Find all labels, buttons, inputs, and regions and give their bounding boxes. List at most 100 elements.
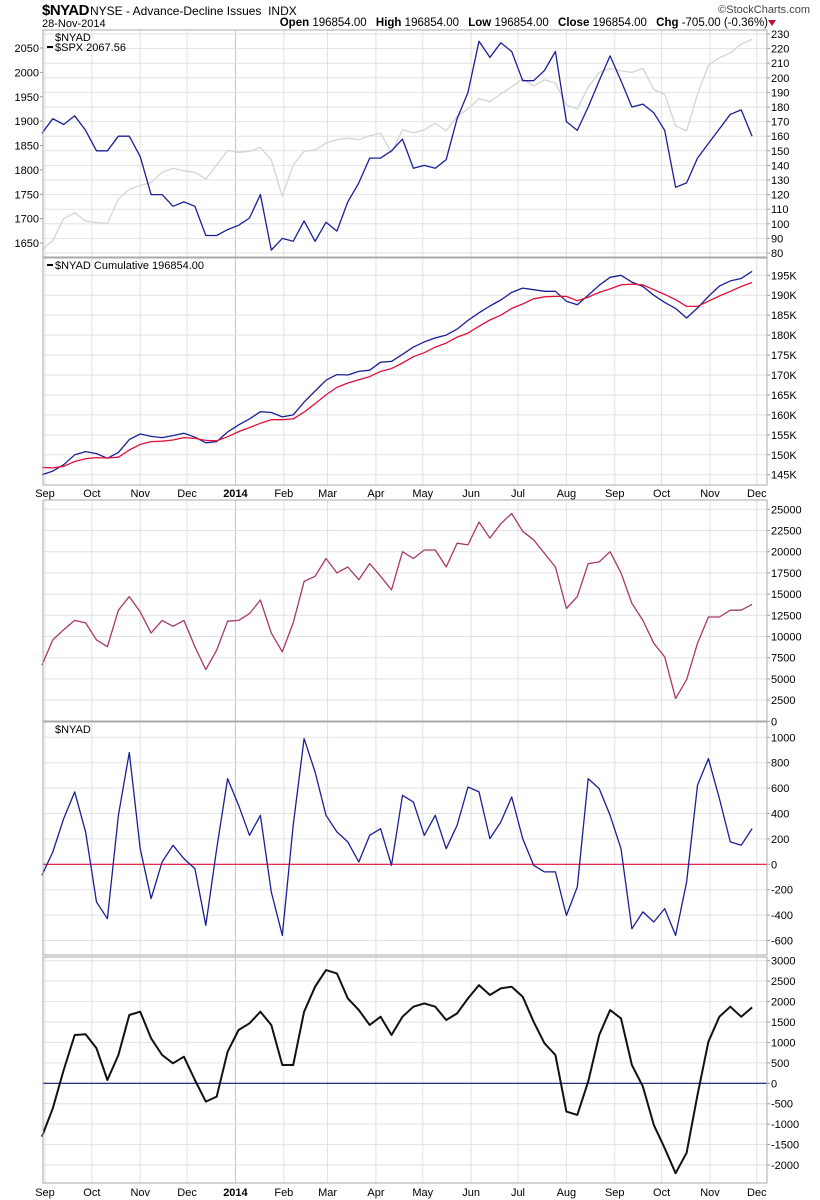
quote-bar: Open 196854.00 High 196854.00 Low 196854… bbox=[274, 17, 768, 29]
y-tick-label: 20000 bbox=[771, 547, 802, 559]
down-triangle-icon bbox=[768, 20, 776, 26]
open-value: 196854.00 bbox=[312, 17, 367, 29]
y-tick-label: 1500 bbox=[771, 1017, 795, 1029]
panel-border bbox=[42, 499, 768, 722]
y-tick-label: 80 bbox=[771, 248, 783, 260]
x-tick-label: Sep bbox=[35, 1187, 55, 1199]
chart-header: $NYAD NYSE - Advance-Decline Issues INDX… bbox=[0, 0, 820, 30]
legend-label: $NYAD bbox=[55, 32, 91, 44]
left-y-tick-label: 1800 bbox=[15, 165, 39, 177]
y-tick-label: 230 bbox=[771, 29, 789, 41]
y-tick-label: 160 bbox=[771, 131, 789, 143]
y-tick-label: 2500 bbox=[771, 695, 795, 707]
x-tick-label: Aug bbox=[557, 1187, 577, 1199]
y-tick-label: -1500 bbox=[771, 1140, 799, 1152]
y-tick-label: -2000 bbox=[771, 1160, 799, 1172]
y-tick-label: 150K bbox=[771, 450, 797, 462]
y-tick-label: 1000 bbox=[771, 732, 795, 744]
y-tick-label: 0 bbox=[771, 859, 777, 871]
x-tick-label: Sep bbox=[605, 1187, 625, 1199]
legend-marker bbox=[47, 264, 53, 266]
y-tick-label: 140 bbox=[771, 160, 789, 172]
low-value: 196854.00 bbox=[494, 17, 549, 29]
x-tick-label: Jun bbox=[462, 1187, 480, 1199]
left-y-tick-label: 1900 bbox=[15, 116, 39, 128]
x-tick-label: Dec bbox=[177, 488, 197, 500]
y-tick-label: 12500 bbox=[771, 610, 802, 622]
y-tick-label: 2000 bbox=[771, 997, 795, 1009]
x-tick-label: Dec bbox=[747, 488, 767, 500]
y-tick-label: 0 bbox=[771, 716, 777, 728]
series-line-p2-1 bbox=[41, 281, 753, 469]
y-tick-label: -200 bbox=[771, 885, 793, 897]
y-tick-label: 180 bbox=[771, 102, 789, 114]
y-tick-label: 1000 bbox=[771, 1037, 795, 1049]
panel-4: 1000 800 600 400 200 0 -200 -400 -600 $NYAD bbox=[41, 721, 795, 956]
panel-border bbox=[42, 721, 768, 956]
y-tick-label: 130 bbox=[771, 175, 789, 187]
series-line-nyad bbox=[41, 40, 753, 251]
x-tick-label: Dec bbox=[747, 1187, 767, 1199]
x-tick-label: Oct bbox=[83, 488, 100, 500]
panel-1: 230 220 210 200 190 180 170 160 150 140 130 120 110 1… bbox=[15, 29, 790, 260]
x-axis-1: Sep Oct Nov Dec 2014 Feb Mar Apr May Jun Jul Aug Sep… bbox=[35, 488, 767, 500]
y-tick-label: 10000 bbox=[771, 632, 802, 644]
chg-label: Chg bbox=[656, 17, 679, 29]
y-tick-label: 195K bbox=[771, 270, 797, 282]
x-tick-label: Jul bbox=[511, 1187, 525, 1199]
x-tick-label: Oct bbox=[653, 488, 670, 500]
x-tick-label: Jul bbox=[511, 488, 525, 500]
y-tick-label: 200 bbox=[771, 834, 789, 846]
y-tick-label: 17500 bbox=[771, 568, 802, 580]
x-tick-label: Apr bbox=[367, 488, 384, 500]
x-tick-label: 2014 bbox=[223, 1187, 248, 1199]
y-tick-label: 180K bbox=[771, 330, 797, 342]
panel-border bbox=[42, 956, 768, 1184]
exchange-text: INDX bbox=[268, 4, 297, 18]
x-tick-label: May bbox=[412, 1187, 433, 1199]
y-tick-label: 2500 bbox=[771, 976, 795, 988]
x-axis-2: Sep Oct Nov Dec 2014 Feb Mar Apr May Jun Jul Aug Sep… bbox=[35, 1187, 767, 1199]
symbol-title: $NYAD bbox=[42, 2, 89, 19]
x-tick-label: Nov bbox=[130, 488, 150, 500]
y-tick-label: 7500 bbox=[771, 653, 795, 665]
left-y-tick-label: 2000 bbox=[15, 67, 39, 79]
description-text: NYSE - Advance-Decline Issues bbox=[90, 4, 262, 18]
legend-label: $SPX 2067.56 bbox=[55, 42, 126, 54]
y-tick-label: 800 bbox=[771, 758, 789, 770]
left-y-tick-label: 1750 bbox=[15, 189, 39, 201]
x-tick-label: Sep bbox=[35, 488, 55, 500]
y-tick-label: 220 bbox=[771, 44, 789, 56]
chg-value: -705.00 (-0.36%) bbox=[681, 17, 768, 29]
panel-border bbox=[42, 257, 768, 486]
x-tick-label: Oct bbox=[653, 1187, 670, 1199]
y-tick-label: 90 bbox=[771, 233, 783, 245]
y-tick-label: 110 bbox=[771, 204, 789, 216]
panel-3: 2500022500200001750015000125001000075005… bbox=[41, 499, 802, 728]
x-tick-label: Feb bbox=[274, 488, 293, 500]
x-tick-label: Nov bbox=[130, 1187, 150, 1199]
y-tick-label: 5000 bbox=[771, 674, 795, 686]
panel-5: 3000 2500 2000 1500 1000 500 0 -500 -1000 -1500 -2… bbox=[40, 956, 799, 1184]
y-tick-label: 170 bbox=[771, 117, 789, 129]
y-tick-label: 600 bbox=[771, 783, 789, 795]
y-tick-label: 185K bbox=[771, 310, 797, 322]
high-label: High bbox=[375, 17, 402, 29]
symbol-description: NYSE - Advance-Decline Issues INDX bbox=[90, 4, 297, 18]
x-tick-label: Jun bbox=[462, 488, 480, 500]
y-tick-label: 175K bbox=[771, 350, 797, 362]
legend-label: $NYAD Cumulative 196854.00 bbox=[55, 260, 204, 272]
y-tick-label: 500 bbox=[771, 1058, 789, 1070]
x-tick-label: Dec bbox=[177, 1187, 197, 1199]
series-line-spx bbox=[41, 38, 753, 251]
y-tick-label: 15000 bbox=[771, 589, 802, 601]
y-tick-label: -400 bbox=[771, 910, 793, 922]
y-tick-label: 400 bbox=[771, 809, 789, 821]
series-line-p5-0 bbox=[40, 969, 753, 1175]
open-label: Open bbox=[279, 17, 310, 29]
y-tick-label: 145K bbox=[771, 470, 797, 482]
brand-logo[interactable]: ©StockCharts.com bbox=[718, 4, 810, 16]
x-tick-label: Apr bbox=[367, 1187, 384, 1199]
x-tick-label: Nov bbox=[700, 1187, 720, 1199]
y-tick-label: 155K bbox=[771, 430, 797, 442]
